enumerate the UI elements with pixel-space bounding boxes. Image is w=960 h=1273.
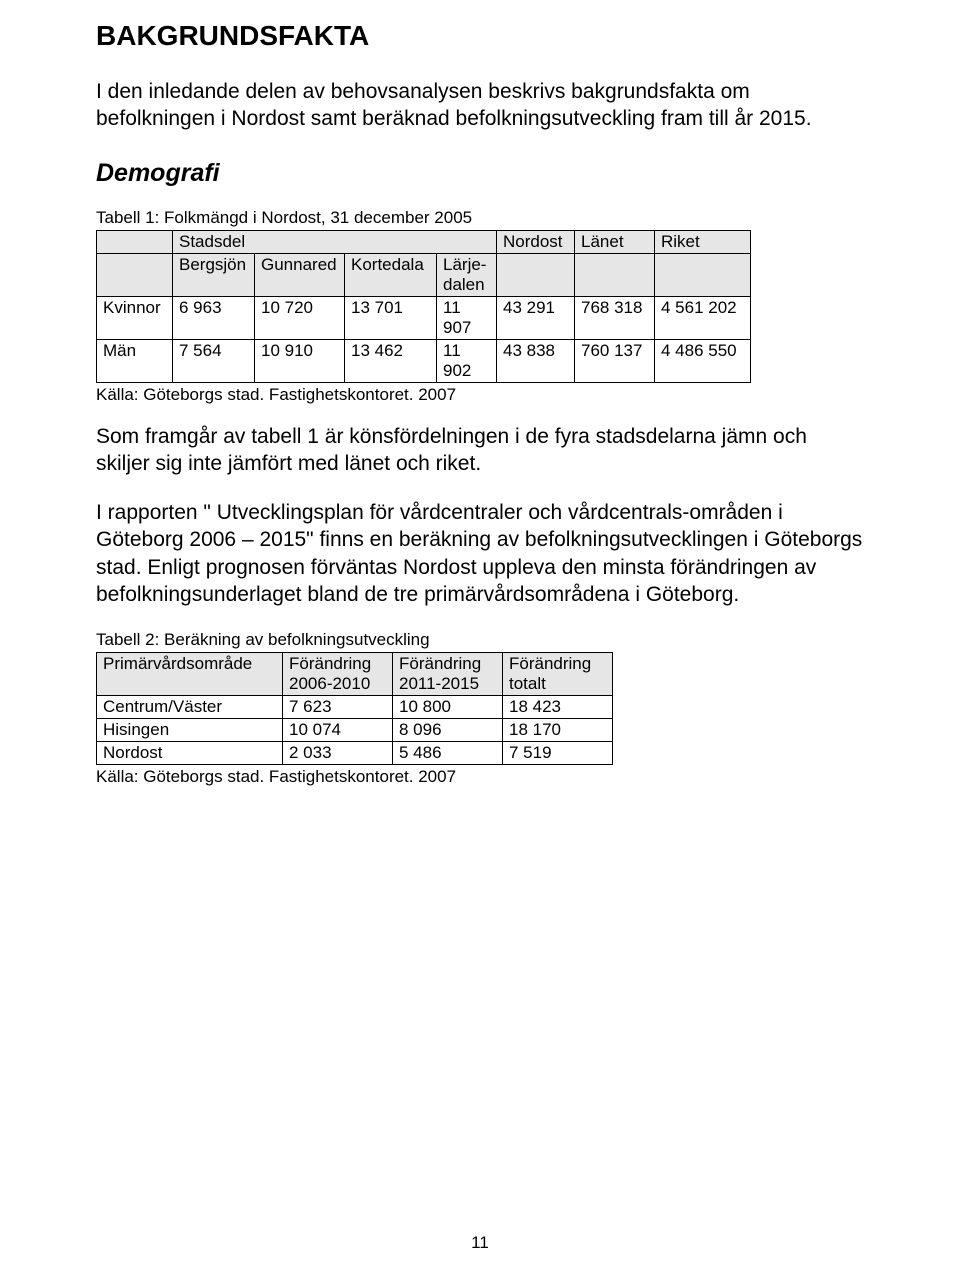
table1-cell: 13 701 <box>345 296 437 339</box>
table2-header-row: Primärvårdsområde Förändring 2006-2010 F… <box>97 653 613 696</box>
table1-cell: 4 486 550 <box>655 339 751 382</box>
table2-row: Nordost 2 033 5 486 7 519 <box>97 742 613 765</box>
table1-cell: 10 910 <box>255 339 345 382</box>
table1-subheader-nordost-blank <box>497 253 575 296</box>
table2-header-col0: Primärvårdsområde <box>97 653 283 696</box>
table1-subheader-gunnared: Gunnared <box>255 253 345 296</box>
table2-cell: Centrum/Väster <box>97 696 283 719</box>
table2-row: Centrum/Väster 7 623 10 800 18 423 <box>97 696 613 719</box>
table2-cell: 18 170 <box>503 719 613 742</box>
table1-header-lanet: Länet <box>575 230 655 253</box>
table2-header-col2-l1: Förändring <box>399 654 481 673</box>
table1-header-riket: Riket <box>655 230 751 253</box>
table1-subheader-lanet-blank <box>575 253 655 296</box>
table1-cell: 6 963 <box>173 296 255 339</box>
table2-cell: 10 800 <box>393 696 503 719</box>
paragraph-1: Som framgår av tabell 1 är könsfördelnin… <box>96 423 864 478</box>
table2-cell: 5 486 <box>393 742 503 765</box>
table2-header-col3-l1: Förändring <box>509 654 591 673</box>
table2-header-col3-l2: totalt <box>509 674 546 693</box>
table2-cell: Nordost <box>97 742 283 765</box>
table2-cell: 7 623 <box>283 696 393 719</box>
table2-cell: 7 519 <box>503 742 613 765</box>
table1-cell: Män <box>97 339 173 382</box>
table2-header-col3: Förändring totalt <box>503 653 613 696</box>
table2-cell: 18 423 <box>503 696 613 719</box>
table2-header-col0-l1: Primärvårdsområde <box>103 654 252 673</box>
table2-header-col2: Förändring 2011-2015 <box>393 653 503 696</box>
table2-header-col1-l1: Förändring <box>289 654 371 673</box>
table1-source: Källa: Göteborgs stad. Fastighetskontore… <box>96 385 864 405</box>
page-title: BAKGRUNDSFAKTA <box>96 20 864 52</box>
table1-row-kvinnor: Kvinnor 6 963 10 720 13 701 11 907 43 29… <box>97 296 751 339</box>
table1-cell: 768 318 <box>575 296 655 339</box>
table1: Stadsdel Nordost Länet Riket Bergsjön Gu… <box>96 230 751 383</box>
table1-cell: 11 907 <box>437 296 497 339</box>
table2-header-col1-l2: 2006-2010 <box>289 674 370 693</box>
table1-subheader-riket-blank <box>655 253 751 296</box>
table2-header-col1: Förändring 2006-2010 <box>283 653 393 696</box>
table1-header-row-2: Bergsjön Gunnared Kortedala Lärje- dalen <box>97 253 751 296</box>
section-heading-demografi: Demografi <box>96 159 864 188</box>
table1-cell: 760 137 <box>575 339 655 382</box>
table1-caption: Tabell 1: Folkmängd i Nordost, 31 decemb… <box>96 208 864 228</box>
table2-header-col2-l2: 2011-2015 <box>399 674 479 693</box>
table1-subheader-kortedala: Kortedala <box>345 253 437 296</box>
table1-subheader-bergsjon: Bergsjön <box>173 253 255 296</box>
table2-row: Hisingen 10 074 8 096 18 170 <box>97 719 613 742</box>
table1-header-blank <box>97 230 173 253</box>
table1-cell: 10 720 <box>255 296 345 339</box>
table2-caption: Tabell 2: Beräkning av befolkningsutveck… <box>96 630 864 650</box>
table1-cell: 11 902 <box>437 339 497 382</box>
table1-header-row-1: Stadsdel Nordost Länet Riket <box>97 230 751 253</box>
table1-cell: Kvinnor <box>97 296 173 339</box>
table2-cell: 8 096 <box>393 719 503 742</box>
table2-cell: 2 033 <box>283 742 393 765</box>
table1-subheader-blank <box>97 253 173 296</box>
table1-cell: 4 561 202 <box>655 296 751 339</box>
table2: Primärvårdsområde Förändring 2006-2010 F… <box>96 652 613 765</box>
page-number: 11 <box>0 1233 960 1253</box>
table1-cell: 13 462 <box>345 339 437 382</box>
table1-header-stadsdel: Stadsdel <box>173 230 497 253</box>
table1-header-nordost: Nordost <box>497 230 575 253</box>
intro-paragraph: I den inledande delen av behovsanalysen … <box>96 78 864 133</box>
table1-cell: 43 291 <box>497 296 575 339</box>
table1-row-man: Män 7 564 10 910 13 462 11 902 43 838 76… <box>97 339 751 382</box>
page: BAKGRUNDSFAKTA I den inledande delen av … <box>0 0 960 1273</box>
table2-source: Källa: Göteborgs stad. Fastighetskontore… <box>96 767 864 787</box>
table1-cell: 43 838 <box>497 339 575 382</box>
table2-cell: Hisingen <box>97 719 283 742</box>
paragraph-2: I rapporten " Utvecklingsplan för vårdce… <box>96 499 864 608</box>
table1-subheader-larjedalen: Lärje- dalen <box>437 253 497 296</box>
table1-cell: 7 564 <box>173 339 255 382</box>
table2-cell: 10 074 <box>283 719 393 742</box>
